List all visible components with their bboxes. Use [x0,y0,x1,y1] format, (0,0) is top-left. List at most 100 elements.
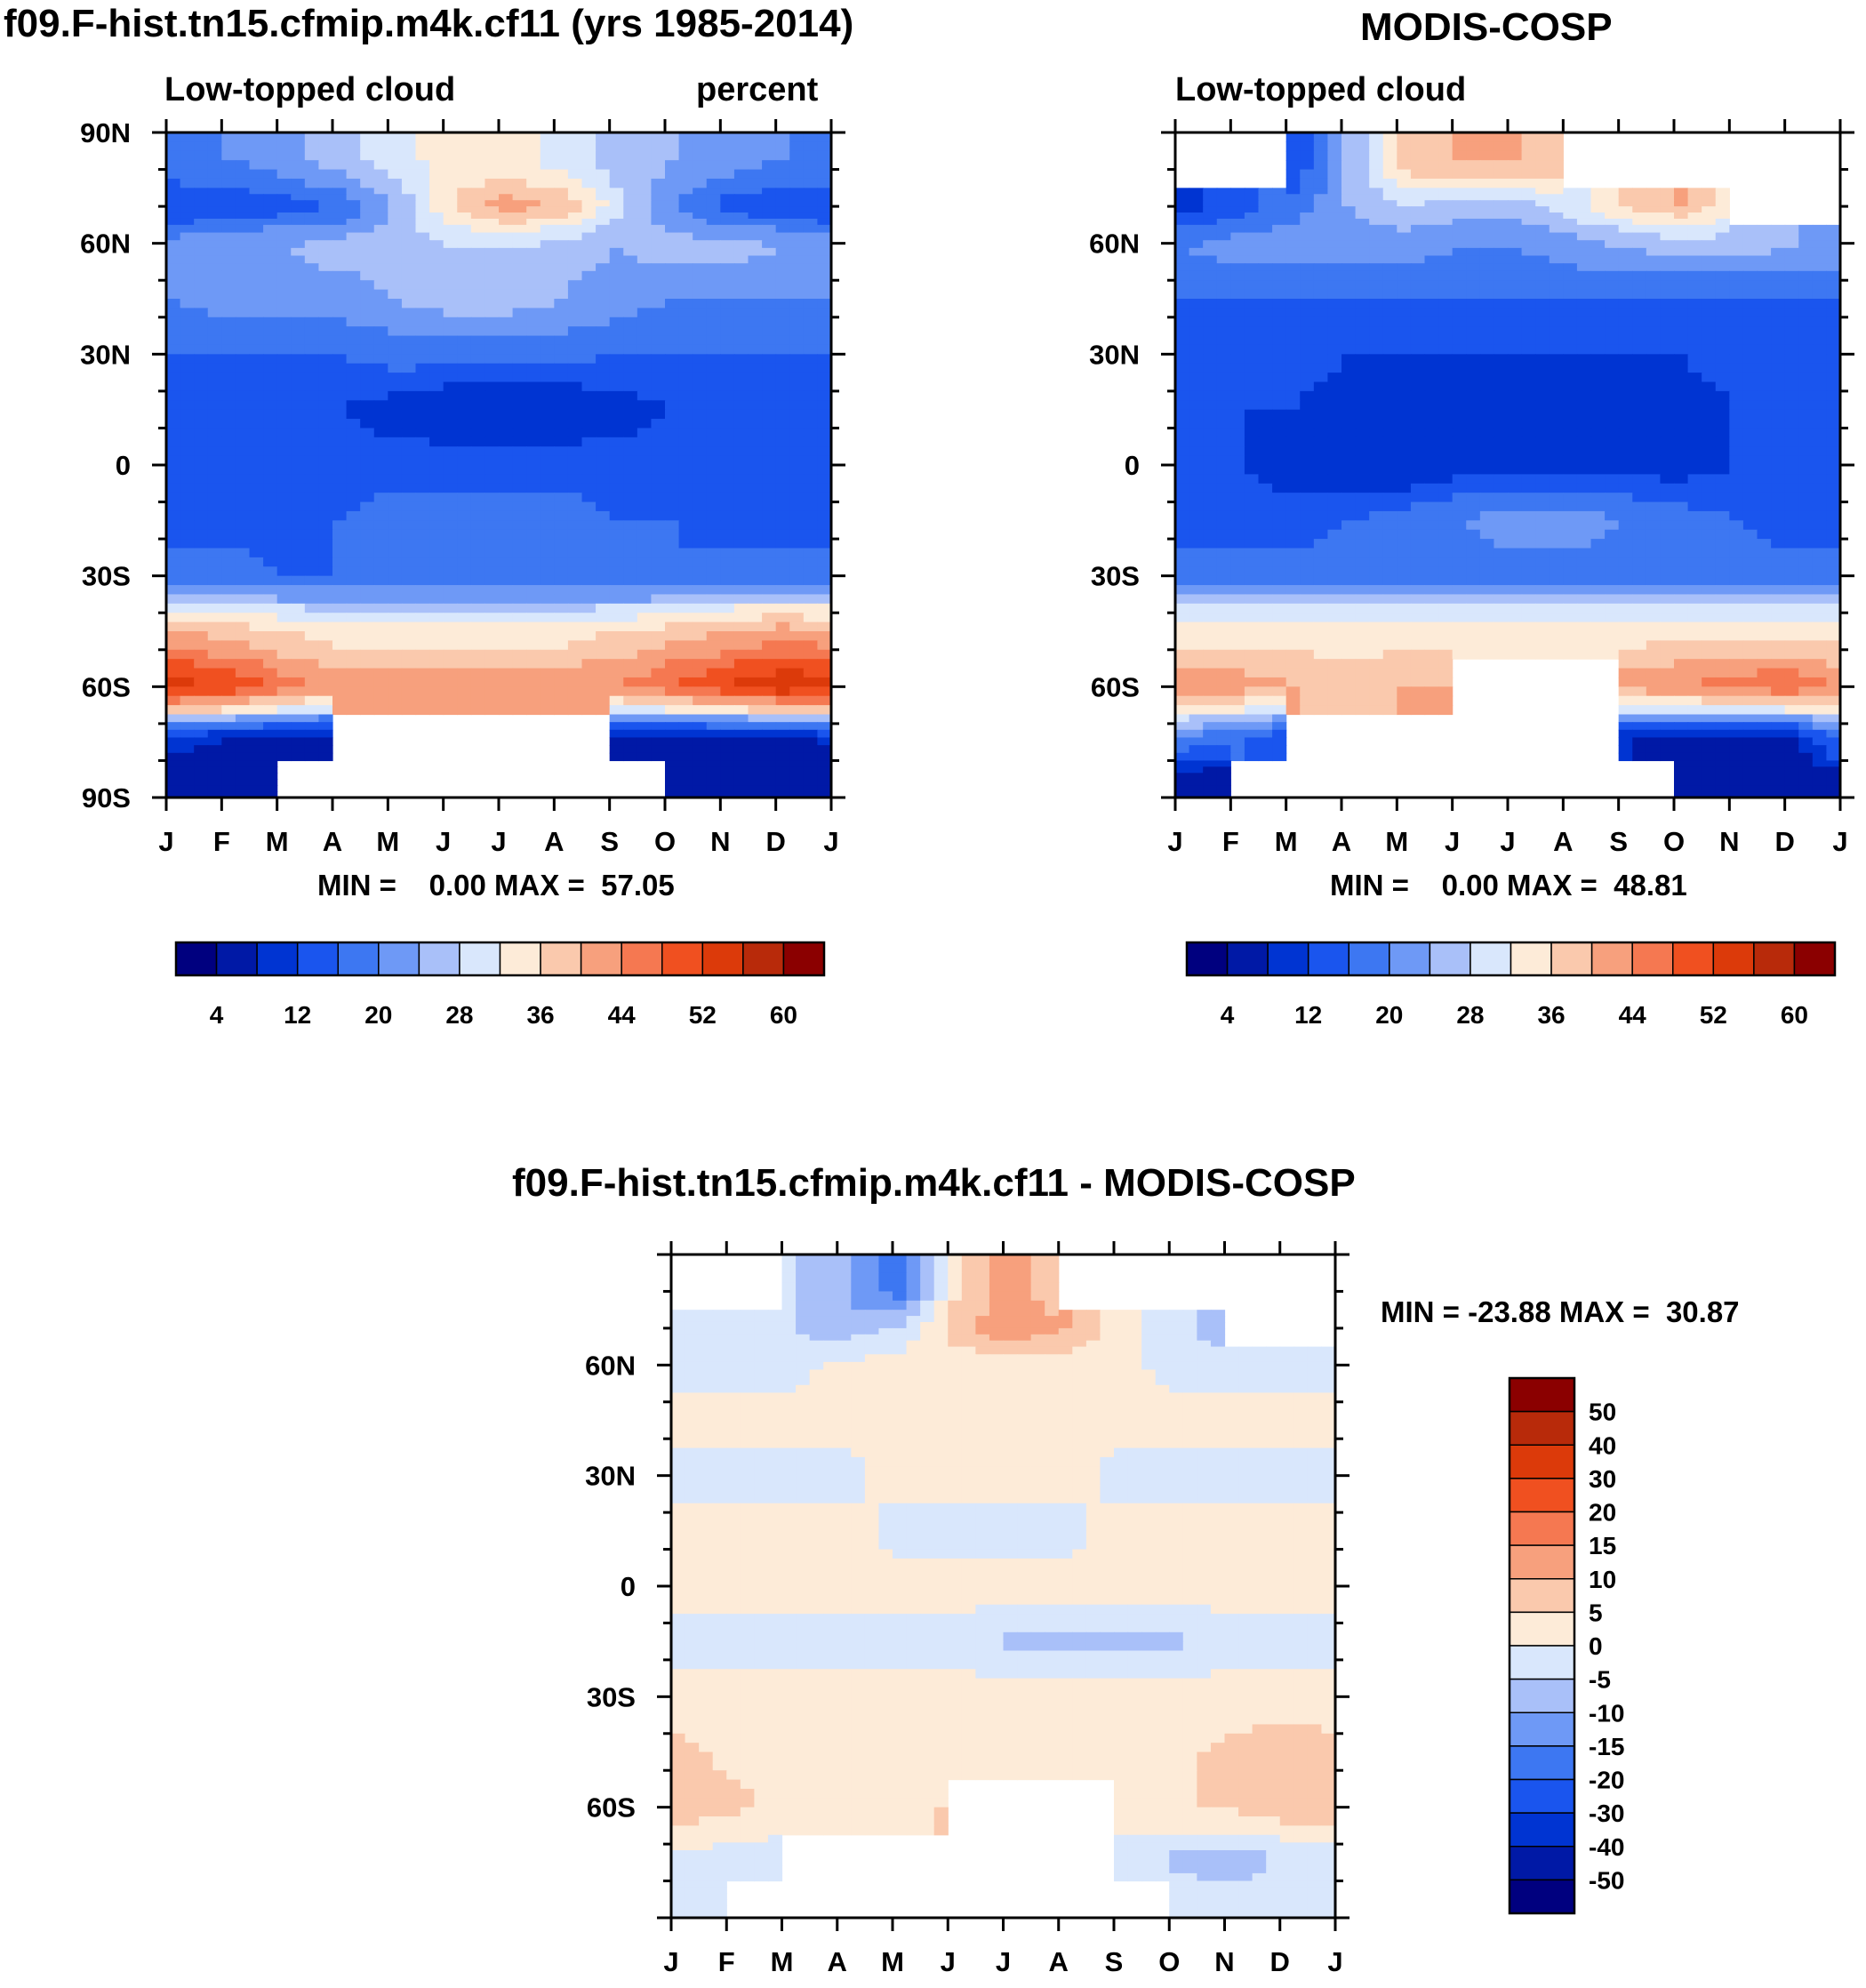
heatmap-cell [637,539,653,549]
heatmap-cell [332,247,348,257]
heatmap-cell [762,437,777,447]
heatmap-cell [1452,419,1467,429]
heatmap-cell [429,317,444,327]
heatmap-cell [789,354,805,365]
heatmap-cell [512,566,527,577]
heatmap-cell [1674,344,1689,355]
heatmap-cell [388,686,403,697]
heatmap-cell [1521,280,1536,291]
heatmap-cell [318,326,333,337]
heatmap-cell [485,640,500,651]
heatmap-cell [1313,289,1329,300]
heatmap-cell [1466,255,1481,264]
heatmap-cell [276,141,292,152]
heatmap-cell [1646,390,1662,401]
heatmap-cell [1382,317,1397,327]
heatmap-cell [235,132,251,142]
heatmap-cell [1424,150,1439,161]
heatmap-cell [651,373,666,383]
heatmap-cell [1466,354,1481,365]
heatmap-cell [263,668,278,678]
heatmap-cell [318,631,333,641]
heatmap-cell [1424,400,1439,411]
heatmap-cell [1798,270,1814,281]
heatmap-cell [526,631,541,641]
heatmap-cell [457,194,472,201]
heatmap-cell [291,722,306,731]
heatmap-cell [526,354,541,365]
heatmap-cell [678,501,693,512]
heatmap-cell [1687,280,1702,291]
heatmap-cell [1244,224,1260,234]
heatmap-cell [360,455,375,466]
heatmap-cell [720,548,735,558]
heatmap-cell [401,501,417,512]
heatmap-cell [678,188,693,195]
heatmap-cell [180,247,195,257]
heatmap-cell [637,668,653,678]
heatmap-cell [1369,218,1384,226]
heatmap-cell [637,603,653,613]
heatmap-cell [512,344,527,355]
heatmap-cell [623,465,638,475]
heatmap-cell [651,465,666,475]
heatmap-cell [720,200,735,207]
heatmap-cell [1300,409,1315,420]
heatmap-cell [581,317,597,327]
heatmap-cell [291,363,306,373]
heatmap-cell [762,566,777,577]
heatmap-cell [318,621,333,632]
heatmap-cell [678,428,693,438]
heatmap-cell [512,603,527,613]
heatmap-cell [499,263,514,272]
heatmap-cell [1605,255,1620,264]
heatmap-cell [499,474,514,485]
heatmap-cell [429,289,444,300]
heatmap-cell [249,773,264,780]
heatmap-cell [166,344,181,355]
heatmap-cell [706,779,721,786]
heatmap-cell [720,188,735,195]
heatmap-cell [276,335,292,346]
heatmap-cell [470,194,486,201]
heatmap-cell [318,240,333,249]
heatmap-cell [401,289,417,300]
heatmap-cell [1563,317,1578,327]
heatmap-cell [678,705,693,716]
heatmap-cell [457,437,472,447]
heatmap-cell [249,255,264,264]
heatmap-cell [1798,381,1814,392]
heatmap-cell [166,737,181,746]
heatmap-cell [401,548,417,558]
heatmap-cell [207,585,222,596]
heatmap-cell [706,493,721,503]
heatmap-cell [180,773,195,780]
heatmap-cell [1258,247,1273,257]
heatmap-cell [1466,200,1481,207]
heatmap-cell [360,232,375,241]
heatmap-cell [678,752,693,762]
heatmap-cell [346,263,361,272]
heatmap-cell [291,326,306,337]
heatmap-cell [1258,409,1273,420]
heatmap-cell [512,132,527,142]
heatmap-cell [1382,160,1397,171]
heatmap-cell [221,631,236,641]
heatmap-cell [637,428,653,438]
heatmap-cell [221,705,236,716]
heatmap-cell [775,594,790,605]
heatmap-cell [1203,255,1218,264]
heatmap-cell [1702,232,1717,241]
heatmap-cell [263,200,278,207]
heatmap-cell [609,722,624,731]
heatmap-cell [651,247,666,257]
heatmap-cell [1424,419,1439,429]
heatmap-cell [443,132,458,142]
heatmap-cell [803,150,819,161]
heatmap-cell [235,263,251,272]
heatmap-cell [1230,200,1245,207]
heatmap-cell [540,240,555,249]
heatmap-cell [485,419,500,429]
heatmap-cell [623,659,638,669]
heatmap-cell [1244,381,1260,392]
